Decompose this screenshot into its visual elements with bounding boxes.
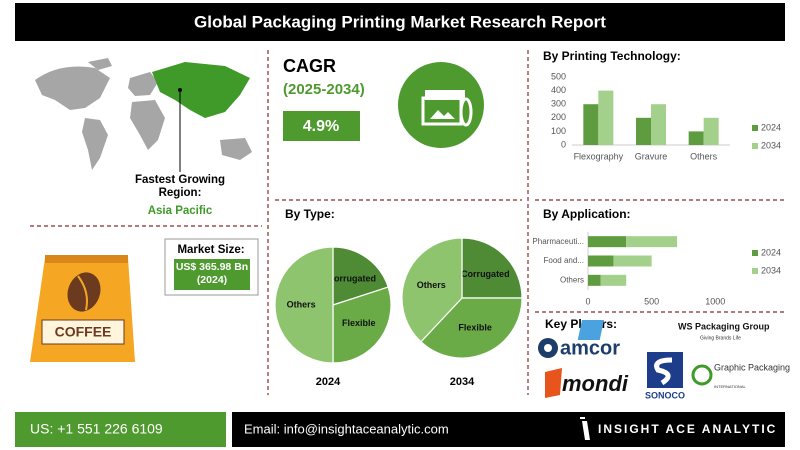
coffee-label: COFFEE xyxy=(55,324,112,340)
y-tick-label: Food and... xyxy=(544,256,584,265)
legend-label: 2024 xyxy=(761,247,781,257)
y-tick-label: 100 xyxy=(551,126,566,136)
chart-title: By Type: xyxy=(285,207,335,221)
bar xyxy=(583,104,599,145)
cagr-value-box xyxy=(283,111,360,141)
market-size-value-box xyxy=(174,259,250,290)
logo-text: Graphic Packaging xyxy=(714,362,790,372)
y-tick-label: 200 xyxy=(551,112,566,122)
pie-label: 2034 xyxy=(450,376,475,388)
cagr-label: CAGR xyxy=(283,56,336,76)
pie-label: 2024 xyxy=(316,376,341,388)
header-bar xyxy=(15,3,785,41)
slice-label: Corrugated xyxy=(327,274,376,284)
logo-mondi: mondi xyxy=(545,368,629,398)
pie-slice xyxy=(274,246,334,364)
bar xyxy=(588,274,601,286)
pie-slice xyxy=(332,246,389,306)
y-tick-label: 0 xyxy=(561,139,566,149)
x-tick-label: 1000 xyxy=(705,296,725,306)
pointer-dot xyxy=(178,88,182,92)
slice-label: Flexible xyxy=(458,323,492,333)
y-tick-label: 300 xyxy=(551,99,566,109)
legend-label: 2034 xyxy=(761,265,781,275)
logo-graphic-packaging: Graphic Packaging INTERNATIONAL xyxy=(691,362,790,389)
logo-text: WS Packaging Group xyxy=(678,321,770,331)
bar xyxy=(626,236,678,248)
bar xyxy=(651,104,666,145)
region-label: Fastest Growing Region: xyxy=(134,174,226,199)
bar xyxy=(636,117,651,145)
legend-swatch xyxy=(752,143,758,149)
bar xyxy=(598,90,614,145)
y-tick-label: 500 xyxy=(551,71,566,81)
x-tick-label: Others xyxy=(690,151,718,161)
market-size-value-wrap: US$ 365.98 Bn (2024) xyxy=(175,261,249,286)
pie-slice xyxy=(332,286,392,364)
y-tick-label: Pharmaceuti... xyxy=(532,237,584,246)
market-size-label: Market Size: xyxy=(177,244,244,256)
logo-sonoco: SONOCO xyxy=(645,352,685,400)
cagr-value: 4.9% xyxy=(303,118,339,135)
printer-icon xyxy=(398,62,484,148)
footer-phone: US: +1 551 226 6109 xyxy=(30,421,163,437)
footer-brand: INSIGHT ACE ANALYTIC xyxy=(598,422,777,436)
slice-label: Others xyxy=(287,299,316,309)
bar xyxy=(688,131,704,145)
market-size-value: US$ 365.98 Bn (2024) xyxy=(175,261,249,286)
chart-title: By Printing Technology: xyxy=(543,49,681,63)
pie-slice xyxy=(420,297,523,359)
logo-ws: WS Packaging Group Giving Brands Life xyxy=(577,320,770,341)
legend-label: 2034 xyxy=(761,140,781,150)
pie-slice xyxy=(461,237,523,299)
bar xyxy=(600,274,627,286)
y-tick-label: 400 xyxy=(551,85,566,95)
legend-label: 2024 xyxy=(761,122,781,132)
footer-bar xyxy=(232,412,785,447)
logo-text: INTERNATIONAL xyxy=(714,384,746,389)
pie-slice xyxy=(401,237,463,343)
slice-label: Corrugated xyxy=(461,269,510,279)
region-label-box: Fastest Growing Region: xyxy=(134,174,226,199)
logo-text: Giving Brands Life xyxy=(700,335,741,341)
bar xyxy=(703,117,719,145)
region-value: Asia Pacific xyxy=(148,205,213,217)
page-title: Global Packaging Printing Market Researc… xyxy=(194,12,606,31)
footer-phone-box xyxy=(15,412,226,447)
logo-text: amcor xyxy=(560,337,620,359)
x-tick-label: Gravure xyxy=(635,151,668,161)
x-tick-label: 0 xyxy=(585,296,590,306)
chart-title: By Application: xyxy=(543,207,631,221)
brand-icon xyxy=(580,417,590,440)
legend-swatch xyxy=(752,250,758,256)
x-tick-label: 500 xyxy=(644,296,659,306)
coffee-bag: COFFEE xyxy=(30,255,135,362)
bar xyxy=(588,236,627,248)
footer-email: Email: info@insightaceanalytic.com xyxy=(244,421,449,436)
x-tick-label: Flexography xyxy=(574,151,624,161)
logo-text: mondi xyxy=(562,371,629,396)
bar xyxy=(613,255,652,267)
logo-amcor: amcor xyxy=(538,337,620,359)
slice-label: Flexible xyxy=(342,318,376,328)
logo-text: SONOCO xyxy=(645,390,685,400)
world-map xyxy=(35,58,252,170)
bar xyxy=(588,255,614,267)
cagr-period: (2025-2034) xyxy=(283,81,365,98)
y-tick-label: Others xyxy=(560,275,584,284)
legend-swatch xyxy=(752,268,758,274)
legend-swatch xyxy=(752,125,758,131)
slice-label: Others xyxy=(417,280,446,290)
